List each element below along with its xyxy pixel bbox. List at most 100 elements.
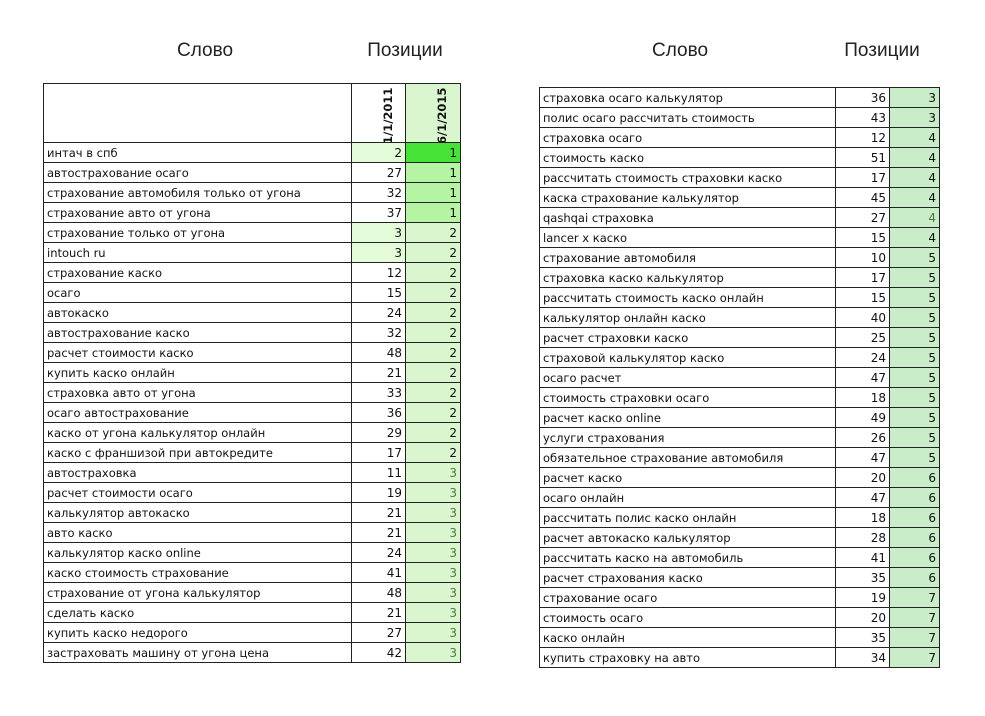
position-2011-cell: 51 (835, 147, 890, 168)
position-2011-cell: 42 (351, 642, 406, 663)
table-row: стоимость страховки осаго 18 5 (539, 387, 940, 408)
left-keyword-table: 1/1/2011 6/1/2015 интач в спб 2 1 автострах… (43, 83, 461, 663)
position-2015-cell: 3 (405, 642, 461, 663)
position-2015-cell: 2 (405, 442, 461, 463)
table-row: авто каско 21 3 (43, 522, 461, 543)
keyword-cell: страхование осаго (539, 587, 836, 608)
table-row: калькулятор каско online 24 3 (43, 542, 461, 563)
table-row: intouch ru 3 2 (43, 242, 461, 263)
keyword-cell: рассчитать стоимость страховки каско (539, 167, 836, 188)
keyword-cell: осаго автострахование (43, 402, 352, 423)
table-row: калькулятор автокаско 21 3 (43, 502, 461, 523)
table-row: обязательное страхование автомобиля 47 5 (539, 447, 940, 468)
position-2015-cell: 7 (889, 647, 940, 668)
table-row: расчет автокаско калькулятор 28 6 (539, 527, 940, 548)
keyword-cell: калькулятор каско online (43, 542, 352, 563)
keyword-cell: каско стоимость страхование (43, 562, 352, 583)
table-row: купить каско недорого 27 3 (43, 622, 461, 643)
position-2011-cell: 17 (351, 442, 406, 463)
keyword-cell: каско онлайн (539, 627, 836, 648)
position-2011-cell: 19 (351, 482, 406, 503)
position-2015-cell: 3 (889, 87, 940, 108)
keyword-cell: автокаско (43, 302, 352, 323)
position-2011-cell: 21 (351, 362, 406, 383)
keyword-cell: страховка осаго калькулятор (539, 87, 836, 108)
position-2011-cell: 19 (835, 587, 890, 608)
keyword-cell: страховка авто от угона (43, 382, 352, 403)
table-row: страхование осаго 19 7 (539, 587, 940, 608)
table-row: рассчитать стоимость каско онлайн 15 5 (539, 287, 940, 308)
position-2015-cell: 3 (889, 107, 940, 128)
position-2011-cell: 21 (351, 602, 406, 623)
keyword-cell: страхование от угона калькулятор (43, 582, 352, 603)
table-row: полис осаго рассчитать стоимость 43 3 (539, 107, 940, 128)
position-2011-cell: 20 (835, 467, 890, 488)
table-row: страхование от угона калькулятор 48 3 (43, 582, 461, 603)
position-2011-cell: 27 (351, 162, 406, 183)
keyword-cell: расчет стоимости каско (43, 342, 352, 363)
left-positions-header: Позиции (367, 40, 443, 61)
position-2015-cell: 5 (889, 287, 940, 308)
table-row: расчет каско 20 6 (539, 467, 940, 488)
position-2015-cell: 2 (405, 302, 461, 323)
table-row: страхование авто от угона 37 1 (43, 202, 461, 223)
position-2015-cell: 3 (405, 502, 461, 523)
position-2011-cell: 25 (835, 327, 890, 348)
position-2011-cell: 48 (351, 342, 406, 363)
table-row: купить каско онлайн 21 2 (43, 362, 461, 383)
keyword-cell: услуги страхования (539, 427, 836, 448)
position-2011-cell: 41 (835, 547, 890, 568)
table-row: автостраховка 11 3 (43, 462, 461, 483)
right-keyword-table: страховка осаго калькулятор 3 6 3 полис осаг… (539, 87, 940, 668)
keyword-cell: страхование каско (43, 262, 352, 283)
keyword-cell: осаго онлайн (539, 487, 836, 508)
keyword-cell: осаго (43, 282, 352, 303)
header-date-2015: 6/1/2015 (405, 83, 461, 143)
position-2015-cell: 2 (405, 362, 461, 383)
position-2011-cell: 3 (351, 222, 406, 243)
keyword-cell: каска страхование калькулятор (539, 187, 836, 208)
keyword-cell: авто каско (43, 522, 352, 543)
position-2015-cell: 5 (889, 247, 940, 268)
table-row: страхование только от угона 3 2 (43, 222, 461, 243)
position-2015-cell: 2 (405, 282, 461, 303)
position-2015-cell: 6 (889, 507, 940, 528)
position-2011-cell: 17 (835, 267, 890, 288)
keyword-cell: lancer x каско (539, 227, 836, 248)
keyword-cell: сделать каско (43, 602, 352, 623)
position-2015-cell: 7 (889, 627, 940, 648)
position-2011-cell: 36 (351, 402, 406, 423)
position-2015-cell: 1 (405, 182, 461, 203)
table-row: расчет стоимости осаго 19 3 (43, 482, 461, 503)
table-row: lancer x каско 15 4 (539, 227, 940, 248)
position-2011-cell: 47 (835, 367, 890, 388)
keyword-cell: застраховать машину от угона цена (43, 642, 352, 663)
position-2015-cell: 5 (889, 327, 940, 348)
position-2015-cell: 5 (889, 307, 940, 328)
table-row: каска страхование калькулятор 45 4 (539, 187, 940, 208)
keyword-cell: страховой калькулятор каско (539, 347, 836, 368)
keyword-cell: автостраховка (43, 462, 352, 483)
position-2015-cell: 5 (889, 347, 940, 368)
position-2015-cell: 6 (889, 467, 940, 488)
keyword-cell: каско от угона калькулятор онлайн (43, 422, 352, 443)
table-row: страховка каско калькулятор 17 5 (539, 267, 940, 288)
table-row: рассчитать каско на автомобиль 41 6 (539, 547, 940, 568)
keyword-cell: стоимость каско (539, 147, 836, 168)
table-row: страхование каско 12 2 (43, 262, 461, 283)
position-2011-cell: 29 (351, 422, 406, 443)
position-2011-cell: 26 (835, 427, 890, 448)
position-2015-cell: 2 (405, 222, 461, 243)
position-2015-cell: 3 (405, 482, 461, 503)
position-2015-cell: 5 (889, 387, 940, 408)
table-row: осаго расчет 47 5 (539, 367, 940, 388)
keyword-cell: осаго расчет (539, 367, 836, 388)
keyword-cell: расчет стоимости осаго (43, 482, 352, 503)
position-2015-cell: 2 (405, 422, 461, 443)
keyword-cell: qashqai страховка (539, 207, 836, 228)
position-2011-cell: 37 (351, 202, 406, 223)
position-2011-cell: 47 (835, 447, 890, 468)
keyword-cell: расчет страхования каско (539, 567, 836, 588)
position-2015-cell: 6 (889, 547, 940, 568)
table-row: расчет страхования каско 35 6 (539, 567, 940, 588)
